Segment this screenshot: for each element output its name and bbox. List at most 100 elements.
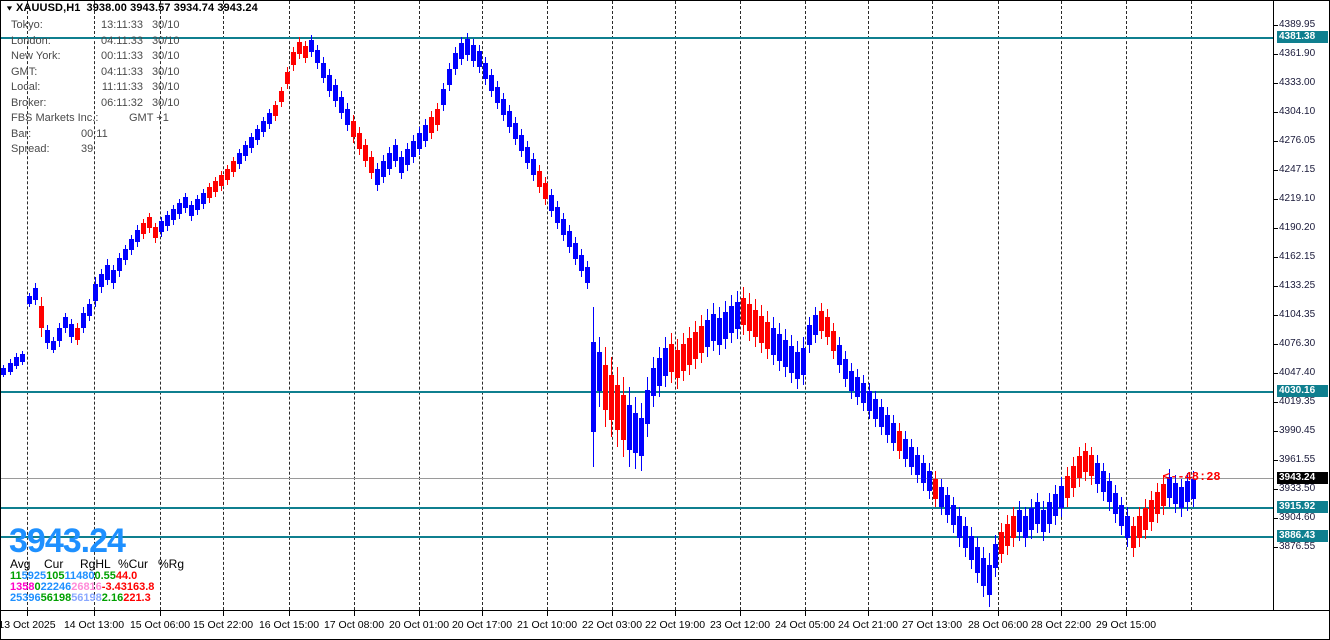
candle-body xyxy=(765,322,770,349)
time-tick-mark xyxy=(675,611,676,616)
candle-body xyxy=(525,147,530,163)
price-axis-label: 4304.10 xyxy=(1279,106,1316,117)
time-tick-mark xyxy=(94,611,95,616)
candle-body xyxy=(411,141,416,157)
candle-body xyxy=(987,565,992,595)
session-time: 11:11:33 xyxy=(101,81,143,93)
price-axis-label: 4276.05 xyxy=(1279,135,1316,146)
candle-body xyxy=(279,91,284,102)
candle-body xyxy=(1041,510,1046,532)
candle-body xyxy=(663,348,668,376)
candle-body xyxy=(14,357,19,366)
candle-body xyxy=(729,306,734,333)
session-label: GMT: xyxy=(11,65,38,78)
candle-body xyxy=(555,207,560,223)
stats-cell: 56198 xyxy=(40,592,72,604)
row-label: Spread: xyxy=(11,143,50,155)
candle-body xyxy=(369,157,374,173)
candle-body xyxy=(1071,466,1076,488)
stats-cell: 163.8 xyxy=(126,581,155,593)
stats-cell: 26816 xyxy=(71,581,102,593)
candle-body xyxy=(147,217,152,228)
candle-body xyxy=(1125,516,1130,538)
candle-body xyxy=(285,72,290,84)
candle-body xyxy=(393,145,398,161)
candle-body xyxy=(837,345,842,365)
candle-body xyxy=(1059,486,1064,508)
price-tick-mark xyxy=(1274,547,1278,548)
candle-body xyxy=(909,447,914,467)
session-date: 30/10 xyxy=(152,19,180,31)
price-tick-mark xyxy=(1274,54,1278,55)
candle-body xyxy=(1029,508,1034,530)
candle-body xyxy=(669,344,674,372)
candle-body xyxy=(627,405,632,450)
candle-body xyxy=(1107,481,1112,502)
candle-body xyxy=(1065,476,1070,498)
chart-ohlc-values: 3938.00 3943.57 3934.74 3943.24 xyxy=(86,2,258,14)
time-tick-mark xyxy=(1126,611,1127,616)
level-price-axis-label: 4030.16 xyxy=(1277,385,1328,397)
time-tick-mark xyxy=(482,611,483,616)
candle-body xyxy=(63,317,68,328)
candle-body xyxy=(711,314,716,341)
price-axis-label: 3876.55 xyxy=(1279,541,1316,552)
vertical-gridline xyxy=(932,1,933,610)
candle-body xyxy=(8,363,13,372)
candle-body xyxy=(951,505,956,525)
price-axis-label: 3990.45 xyxy=(1279,425,1316,436)
candle-body xyxy=(747,304,752,331)
chart-plot-area[interactable] xyxy=(1,1,1273,610)
candle-body xyxy=(1173,483,1178,504)
bar-row: Bar: 00:11 xyxy=(11,127,180,143)
time-axis-label: 22 Oct 03:00 xyxy=(581,619,643,631)
candle-body xyxy=(867,391,872,411)
candle-body xyxy=(633,413,638,453)
triangle-down-icon[interactable]: ▼ xyxy=(5,4,15,12)
candle-body xyxy=(963,526,968,548)
time-tick-mark xyxy=(868,611,869,616)
candle-body xyxy=(519,135,524,151)
candle-body xyxy=(459,43,464,59)
candle-body xyxy=(171,209,176,220)
price-tick-mark xyxy=(1274,373,1278,374)
session-time: 04:11:33 xyxy=(100,65,143,78)
time-tick-mark xyxy=(740,611,741,616)
price-tick-mark xyxy=(1274,460,1278,461)
candle-body xyxy=(1179,487,1184,508)
candle-body xyxy=(1113,493,1118,514)
candle-body xyxy=(567,231,572,247)
candle-body xyxy=(183,197,188,208)
candle-body xyxy=(861,383,866,403)
candle-body xyxy=(117,258,122,271)
time-axis-label: 15 Oct 22:00 xyxy=(192,619,254,631)
candle-body xyxy=(771,328,776,355)
candle-body xyxy=(657,358,662,386)
candle-body xyxy=(897,431,902,451)
horizontal-level-line xyxy=(1,391,1273,393)
candle-body xyxy=(801,348,806,375)
time-axis[interactable]: 13 Oct 2025 14 Oct 13:00 15 Oct 06:00 15 Oc… xyxy=(1,610,1329,639)
candle-body xyxy=(849,371,854,391)
price-tick-mark xyxy=(1274,286,1278,287)
broker-row: FBS Markets Inc.: GMT +1 xyxy=(11,111,180,127)
stats-data-row: 115925105114800.5544.0 xyxy=(10,571,184,582)
time-tick-mark xyxy=(419,611,420,616)
candle-body xyxy=(1,368,6,375)
candle-body xyxy=(645,390,650,424)
time-tick-mark xyxy=(160,611,161,616)
candle-body xyxy=(843,359,848,379)
candle-body xyxy=(1119,505,1124,526)
vertical-gridline xyxy=(868,1,869,610)
candle-body xyxy=(831,331,836,351)
candle-body xyxy=(249,137,254,148)
row-value: 00:11 xyxy=(81,127,108,140)
candle-body xyxy=(573,243,578,259)
stats-cell: 11480 xyxy=(64,570,95,582)
chart-symbol-label: XAUUSD,H1 xyxy=(16,2,81,14)
candle-body xyxy=(441,89,446,105)
current-price-axis-label: 3943.24 xyxy=(1277,472,1328,484)
price-axis[interactable]: 4389.95 4381.38 4361.90 4333.00 4304.10 4276.… xyxy=(1273,1,1329,610)
candle-body xyxy=(753,310,758,337)
time-axis-label: 27 Oct 13:00 xyxy=(901,619,963,631)
